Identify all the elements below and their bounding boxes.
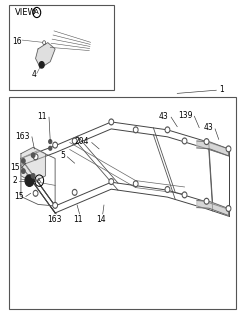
- Text: 1: 1: [219, 85, 224, 94]
- Circle shape: [53, 142, 57, 148]
- Text: A: A: [37, 178, 41, 183]
- Polygon shape: [21, 147, 45, 182]
- Circle shape: [226, 146, 231, 152]
- Text: 163: 163: [16, 132, 30, 141]
- Circle shape: [110, 180, 113, 183]
- Circle shape: [73, 191, 76, 194]
- Text: A: A: [34, 10, 39, 15]
- Bar: [9, 97, 236, 309]
- Circle shape: [49, 146, 52, 150]
- Circle shape: [49, 140, 52, 143]
- Circle shape: [25, 175, 34, 186]
- Text: 11: 11: [73, 215, 82, 224]
- Circle shape: [227, 147, 230, 150]
- Circle shape: [204, 198, 209, 204]
- Text: 4: 4: [32, 70, 37, 79]
- Circle shape: [165, 187, 170, 192]
- Circle shape: [182, 192, 187, 198]
- Circle shape: [33, 190, 38, 196]
- Circle shape: [54, 204, 56, 207]
- Circle shape: [31, 174, 35, 178]
- Polygon shape: [197, 201, 228, 215]
- Circle shape: [227, 207, 230, 210]
- Polygon shape: [36, 43, 55, 68]
- Circle shape: [72, 138, 77, 144]
- Circle shape: [34, 155, 37, 158]
- Circle shape: [31, 153, 35, 157]
- Circle shape: [183, 140, 186, 142]
- Circle shape: [165, 127, 170, 133]
- Circle shape: [54, 143, 56, 147]
- Circle shape: [134, 128, 137, 132]
- Circle shape: [22, 159, 25, 163]
- Circle shape: [73, 140, 76, 142]
- Circle shape: [34, 192, 37, 195]
- Text: 5: 5: [61, 151, 65, 160]
- Circle shape: [166, 128, 169, 132]
- Circle shape: [33, 154, 38, 160]
- Text: 15: 15: [14, 192, 24, 201]
- Text: 11: 11: [37, 112, 47, 121]
- Text: VIEW: VIEW: [15, 8, 37, 17]
- Circle shape: [205, 140, 208, 143]
- Circle shape: [134, 181, 138, 187]
- Circle shape: [183, 193, 186, 196]
- Circle shape: [182, 138, 187, 144]
- Text: 14: 14: [96, 215, 106, 224]
- Circle shape: [166, 188, 169, 191]
- Text: 43: 43: [204, 124, 213, 132]
- Text: 16: 16: [13, 36, 22, 45]
- Circle shape: [110, 120, 113, 124]
- Text: 15: 15: [10, 164, 20, 172]
- Text: 163: 163: [47, 215, 62, 224]
- Circle shape: [109, 119, 113, 125]
- Circle shape: [53, 203, 57, 208]
- Circle shape: [39, 62, 44, 68]
- Circle shape: [204, 139, 209, 144]
- Bar: [9, 4, 114, 90]
- Circle shape: [226, 206, 231, 212]
- Circle shape: [109, 179, 113, 184]
- Text: 2: 2: [13, 176, 17, 185]
- Text: 204: 204: [75, 137, 89, 146]
- Circle shape: [22, 169, 25, 173]
- Circle shape: [205, 200, 208, 203]
- Circle shape: [134, 182, 137, 185]
- Text: 139: 139: [178, 111, 192, 120]
- Circle shape: [134, 127, 138, 133]
- Circle shape: [72, 189, 77, 195]
- Text: 43: 43: [159, 112, 169, 121]
- Polygon shape: [197, 141, 228, 156]
